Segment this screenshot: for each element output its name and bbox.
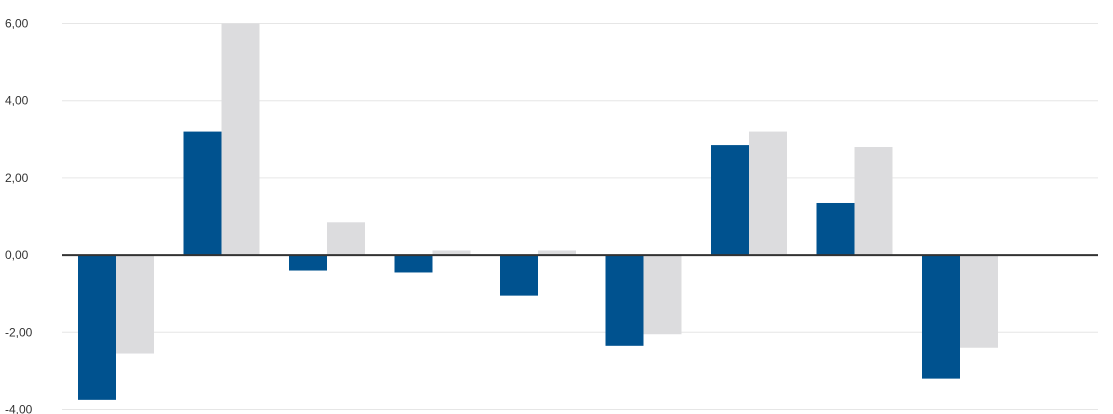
- bar-series-2: [854, 147, 893, 256]
- bar-series-1: [922, 255, 960, 379]
- bars: [78, 23, 998, 400]
- y-tick-label: 2,00: [5, 171, 29, 185]
- bar-series-2: [538, 250, 576, 256]
- y-tick-label: -4,00: [5, 403, 33, 414]
- bar-series-2: [221, 23, 260, 256]
- bar-series-2: [116, 255, 154, 354]
- bar-series-1: [289, 255, 327, 271]
- y-axis: -4,00 -2,00 0,00 2,00 4,00 6,00: [5, 17, 1098, 414]
- bar-series-1: [78, 255, 116, 400]
- bar-series-1: [500, 255, 538, 296]
- bar-series-1: [394, 255, 433, 273]
- bar-series-2: [432, 250, 471, 256]
- bar-series-2: [960, 255, 998, 348]
- bar-series-2: [749, 131, 787, 256]
- bar-series-1: [605, 255, 644, 346]
- bar-series-2: [327, 222, 365, 256]
- y-tick-label: 0,00: [5, 248, 29, 262]
- y-tick-label: 6,00: [5, 17, 29, 31]
- bar-series-1: [711, 145, 749, 256]
- bar-series-2: [643, 255, 682, 335]
- y-tick-label: -2,00: [5, 325, 33, 339]
- bar-series-1: [183, 131, 222, 256]
- y-tick-label: 4,00: [5, 94, 29, 108]
- bar-series-1: [816, 202, 855, 256]
